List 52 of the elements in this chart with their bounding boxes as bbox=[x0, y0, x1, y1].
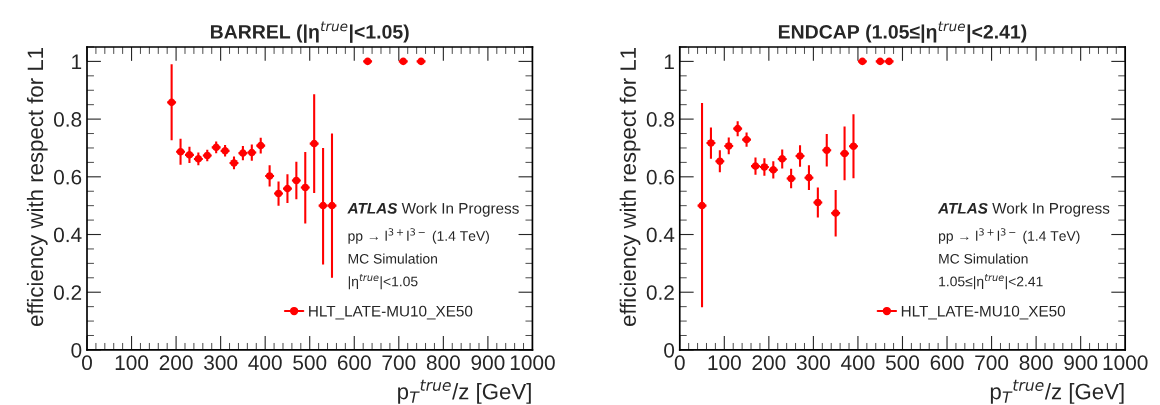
legend-label: HLT_LATE-MU10_XE50 bbox=[309, 305, 473, 320]
y-tick-label: 0 bbox=[71, 342, 82, 358]
annotation: pp → l$^{3+}$l$^{3−}$ (1.4 TeV) bbox=[348, 228, 489, 244]
x-tick-label: 800 bbox=[426, 355, 460, 371]
annotation: |η$^{true}$|<1.05 bbox=[348, 274, 418, 290]
x-tick-label: 200 bbox=[159, 355, 193, 371]
x-tick-label: 1000 bbox=[510, 355, 555, 371]
annotation: MC Simulation bbox=[939, 253, 1028, 264]
x-tick-label: 0 bbox=[674, 355, 685, 371]
x-tick-label: 0 bbox=[82, 355, 92, 371]
y-tick-label: 0.4 bbox=[646, 227, 675, 243]
x-tick-label: 100 bbox=[115, 355, 149, 371]
y-tick-label: 0.2 bbox=[53, 285, 82, 300]
x-tick-label: 800 bbox=[1019, 355, 1053, 371]
x-tick-label: 700 bbox=[975, 355, 1009, 371]
x-axis-title: p$_{T}$$^{true}$/z [GeV] bbox=[990, 379, 1124, 404]
x-tick-label: 600 bbox=[930, 355, 964, 371]
chart-title: BARREL (|η$^{true}$|<1.05) bbox=[210, 21, 409, 43]
x-tick-label: 600 bbox=[337, 355, 371, 371]
x-tick-label: 500 bbox=[885, 355, 920, 371]
x-tick-label: 300 bbox=[204, 355, 238, 371]
y-tick-label: 0 bbox=[664, 342, 675, 358]
y-tick-label: 1 bbox=[72, 54, 82, 69]
x-tick-label: 1000 bbox=[1103, 355, 1148, 371]
y-axis-title: efficiency with respect for L1 bbox=[26, 48, 48, 326]
annotation: 1.05≤|η$^{true}$|<2.41 bbox=[939, 274, 1043, 290]
x-tick-label: 200 bbox=[752, 355, 786, 371]
x-tick-label: 700 bbox=[382, 355, 416, 371]
annotation: ATLAS bbox=[937, 202, 988, 214]
annotation: MC Simulation bbox=[348, 253, 437, 264]
y-tick-label: 0.6 bbox=[646, 169, 674, 185]
y-tick-label: 0.4 bbox=[53, 227, 82, 243]
x-tick-label: 500 bbox=[293, 355, 327, 371]
y-tick-label: 0.2 bbox=[646, 285, 674, 300]
x-tick-label: 100 bbox=[708, 355, 741, 371]
annotation: Work In Progress bbox=[992, 202, 1110, 217]
legend-label: HLT_LATE-MU10_XE50 bbox=[901, 305, 1066, 320]
annotation: ATLAS bbox=[347, 202, 398, 214]
chart-title: ENDCAP (1.05≤|η$^{true}$|<2.41) bbox=[778, 21, 1027, 43]
y-axis-title: efficiency with respect for L1 bbox=[619, 48, 641, 326]
x-tick-label: 300 bbox=[796, 355, 830, 371]
annotation: Work In Progress bbox=[401, 202, 519, 217]
x-tick-label: 400 bbox=[841, 355, 875, 371]
x-axis-title: p$_{T}$$^{true}$/z [GeV] bbox=[398, 379, 531, 404]
x-tick-label: 400 bbox=[248, 355, 282, 371]
y-tick-label: 1 bbox=[664, 54, 674, 69]
x-tick-label: 900 bbox=[471, 355, 505, 371]
annotation: pp → l$^{3+}$l$^{3−}$ (1.4 TeV) bbox=[939, 228, 1080, 244]
x-tick-label: 900 bbox=[1064, 355, 1098, 371]
y-tick-label: 0.6 bbox=[53, 169, 82, 185]
y-tick-label: 0.8 bbox=[53, 112, 82, 127]
y-tick-label: 0.8 bbox=[646, 112, 674, 127]
